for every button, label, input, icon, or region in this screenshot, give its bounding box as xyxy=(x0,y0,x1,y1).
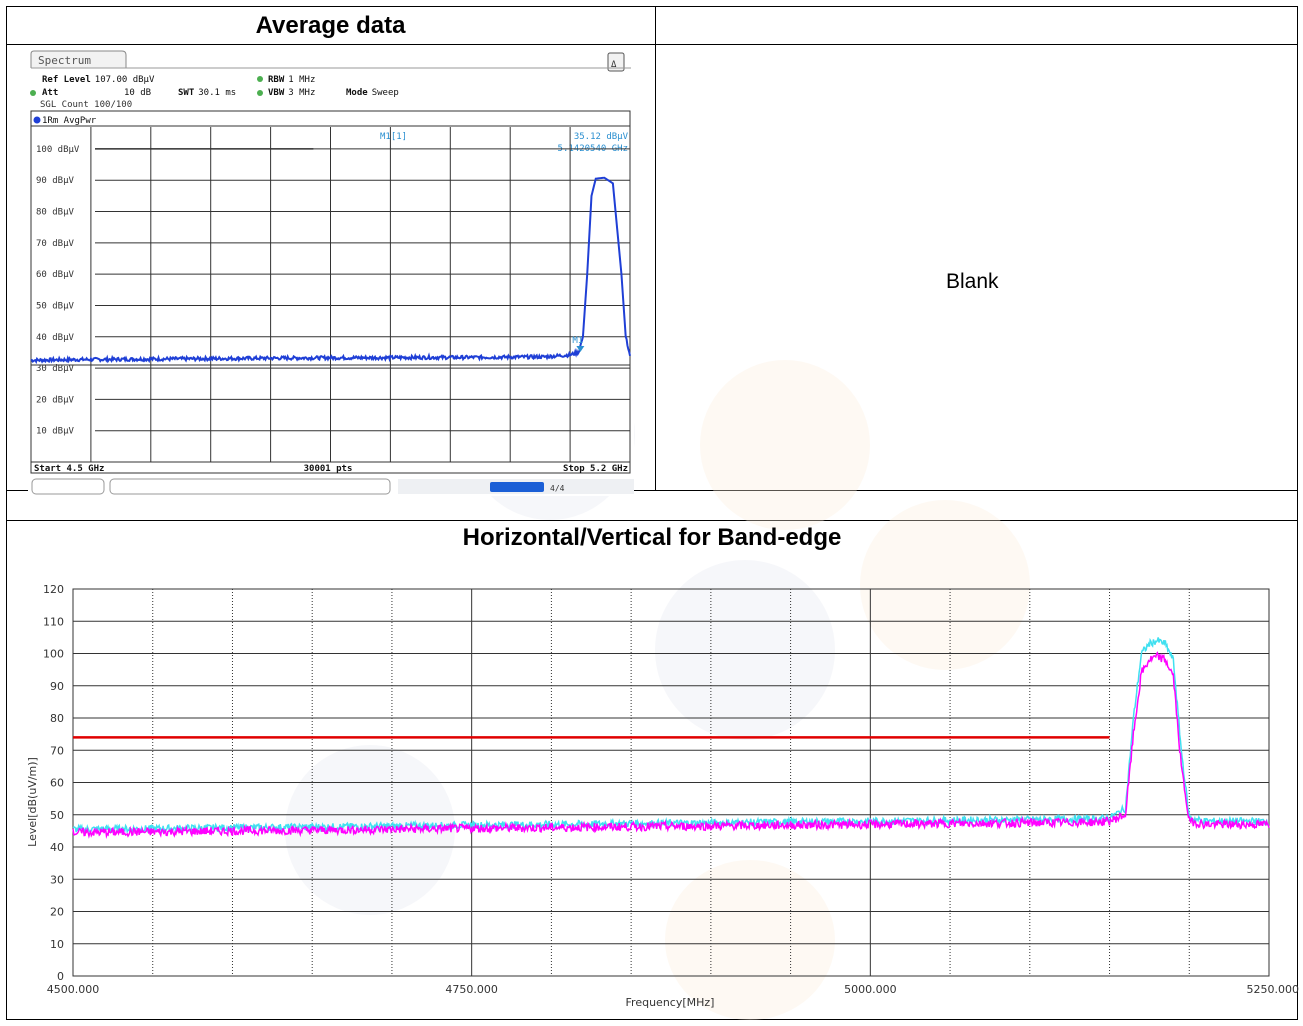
bandedge-ytick-label: 30 xyxy=(50,873,64,886)
table-frame xyxy=(6,6,1298,1020)
sgl-count: SGL Count 100/100 xyxy=(40,100,132,110)
bandedge-xtick-label: 5000.000 xyxy=(844,983,897,996)
marker-name: M1[1] xyxy=(380,132,407,142)
analyzer-ytick-label: 80 dBµV xyxy=(36,208,75,218)
att-status-dot xyxy=(30,90,36,96)
bandedge-ytick-label: 0 xyxy=(57,970,64,983)
bandedge-ytick-label: 110 xyxy=(43,615,64,628)
analyzer-ytick-label: 90 dBµV xyxy=(36,176,75,186)
watermark-blob xyxy=(860,500,1030,670)
analyzer-ytick-label: 30 dBµV xyxy=(36,364,75,374)
rbw-value: 1 MHz xyxy=(288,75,315,85)
sweep-stop: Stop 5.2 GHz xyxy=(563,464,628,474)
marker-triangle xyxy=(576,346,585,353)
bandedge-xtick-label: 4500.000 xyxy=(47,983,100,996)
watermark-blob xyxy=(665,860,835,1020)
section-title-average: Average data xyxy=(255,12,406,39)
bandedge-ytick-label: 60 xyxy=(50,777,64,790)
analyzer-ytick-label: 60 dBµV xyxy=(36,270,75,280)
bandedge-ytick-label: 90 xyxy=(50,680,64,693)
analyzer-trace-series xyxy=(30,176,631,365)
analyzer-ytick-label: 40 dBµV xyxy=(36,333,75,343)
analyzer-ytick-label: 10 dBµV xyxy=(36,427,75,437)
vbw-status-dot xyxy=(257,90,263,96)
bandedge-ytick-label: 100 xyxy=(43,648,64,661)
att-label: Att xyxy=(42,88,58,98)
ref-level-label: Ref Level xyxy=(42,75,91,85)
sweep-points: 30001 pts xyxy=(304,464,353,474)
marker-level: 35.12 dBµV xyxy=(574,132,629,142)
divider-v xyxy=(655,6,656,490)
vbw-value: 3 MHz xyxy=(288,88,315,98)
divider-h3 xyxy=(6,520,1298,521)
softkey-center[interactable] xyxy=(109,478,391,495)
swt-label: SWT xyxy=(178,88,195,98)
trace-label: 1Rm AvgPwr xyxy=(42,116,97,126)
watermark-blob xyxy=(700,360,870,530)
rbw-label: RBW xyxy=(268,75,285,85)
bandedge-ytick-label: 10 xyxy=(50,938,64,951)
analyzer-ytick-label: 100 dBµV xyxy=(36,145,80,155)
sweep-start: Start 4.5 GHz xyxy=(34,464,104,474)
spectrum-tab[interactable]: Spectrum xyxy=(38,54,91,67)
bandedge-ytick-label: 50 xyxy=(50,809,64,822)
rbw-status-dot xyxy=(257,76,263,82)
bandedge-ytick-label: 80 xyxy=(50,712,64,725)
bandedge-ytick-label: 40 xyxy=(50,841,64,854)
ref-level-value: 107.00 dBµV xyxy=(95,75,155,85)
vbw-label: VBW xyxy=(268,88,285,98)
horizontal-polarization-series xyxy=(72,637,1270,835)
vertical-polarization-series xyxy=(72,651,1270,839)
section-title-bandedge: Horizontal/Vertical for Band-edge xyxy=(462,524,842,551)
bandedge-ytick-label: 20 xyxy=(50,906,64,919)
divider-h1 xyxy=(6,44,1298,45)
trace-indicator-dot xyxy=(33,116,41,124)
status-text: 4/4 xyxy=(550,484,565,493)
analyzer-ytick-label: 70 dBµV xyxy=(36,239,75,249)
x-axis-label: Frequency[MHz] xyxy=(626,996,715,1009)
att-value: 10 dB xyxy=(124,88,151,98)
mode-value: Sweep xyxy=(372,88,399,98)
bandedge-ytick-label: 120 xyxy=(43,583,64,596)
analyzer-ytick-label: 50 dBµV xyxy=(36,301,75,311)
watermark-blob xyxy=(655,560,835,740)
svg-text:Att: Att xyxy=(42,88,58,98)
divider-h2 xyxy=(6,490,1298,491)
analyzer-status-icon xyxy=(607,52,625,72)
blank-cell-label: Blank xyxy=(946,270,999,293)
progress-indicator xyxy=(490,482,544,492)
bandedge-xtick-label: 5250.000 xyxy=(1247,983,1300,996)
marker-tag: M1 xyxy=(572,336,583,346)
swt-value: 30.1 ms xyxy=(198,88,236,98)
analyzer-status-glyph: Δ xyxy=(611,60,617,70)
y-axis-label: Level[dB(uV/m)] xyxy=(26,757,39,847)
spectrum-analyzer-screen: Spectrum Δ Ref Level 107.00 dBµV Att 10 d… xyxy=(28,48,634,496)
bandedge-ytick-label: 70 xyxy=(50,744,64,757)
bandedge-xtick-label: 4750.000 xyxy=(445,983,498,996)
mode-label: Mode xyxy=(346,88,368,98)
analyzer-ytick-label: 20 dBµV xyxy=(36,395,75,405)
softkey-left[interactable] xyxy=(31,478,105,495)
